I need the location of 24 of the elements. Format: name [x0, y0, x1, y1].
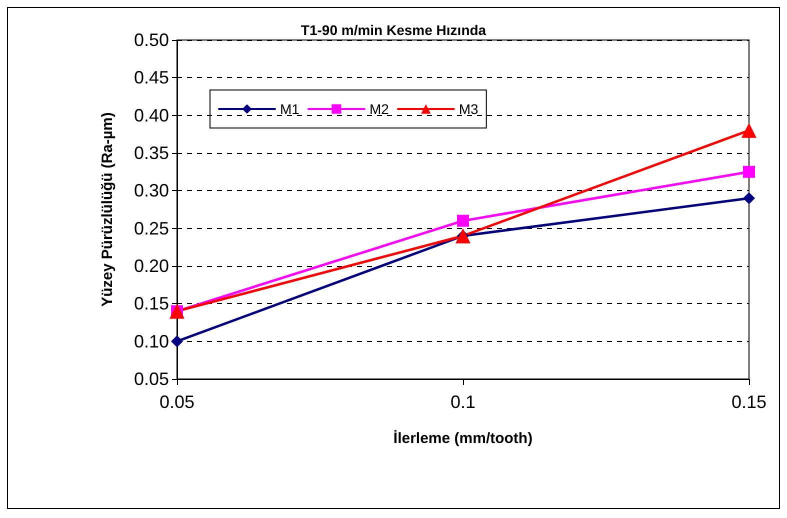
point: [742, 122, 756, 138]
y-tick-label: 0.40: [134, 105, 169, 126]
y-tick-label: 0.10: [134, 331, 169, 352]
x-axis-title: İlerleme (mm/tooth): [393, 430, 533, 447]
y-tick-label: 0.25: [134, 218, 169, 238]
x-tick-label: 0.05: [159, 392, 195, 412]
y-tick-label: 0.15: [134, 294, 169, 314]
x-tick-label: 0.15: [731, 392, 767, 412]
point: [457, 214, 469, 227]
y-tick-label: 0.50: [134, 30, 169, 50]
legend-label: M3: [458, 101, 479, 117]
point: [743, 166, 755, 178]
y-tick-label: 0.20: [134, 256, 169, 276]
x-tick-label: 0.1: [450, 392, 476, 412]
chart-title: T1-90 m/min Kesme Hızında: [300, 22, 486, 38]
y-tick-label: 0.05: [134, 369, 169, 389]
y-tick-label: 0.30: [134, 180, 169, 201]
legend-label: M2: [369, 101, 390, 117]
y-axis-title: Yüzey Pürüzlülüğü (Ra-µm): [99, 112, 116, 307]
legend-label: M1: [280, 101, 300, 117]
point: [743, 192, 755, 204]
point: [171, 335, 183, 348]
y-tick-label: 0.35: [134, 143, 169, 163]
y-tick-label: 0.45: [134, 68, 169, 88]
